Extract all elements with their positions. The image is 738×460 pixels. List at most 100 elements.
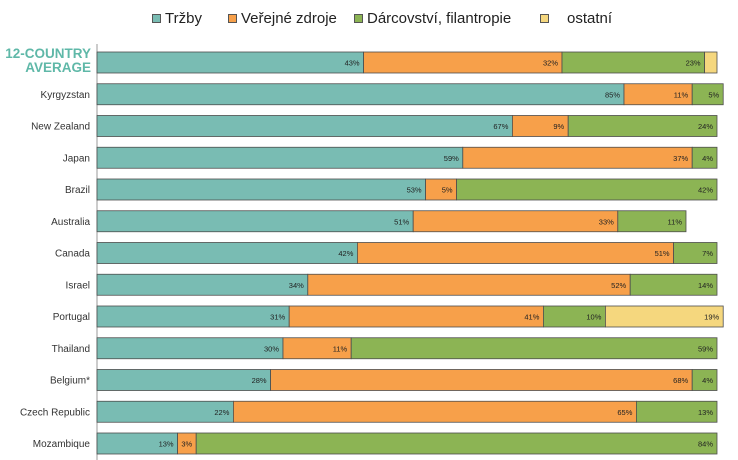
bar-segment <box>617 210 687 233</box>
data-label: 42% <box>338 249 353 258</box>
bar-segment <box>363 51 563 74</box>
bar-segment <box>412 210 619 233</box>
legend-label: Tržby <box>165 9 202 27</box>
bar-segment <box>691 369 718 391</box>
bar-segment <box>456 178 718 201</box>
legend-label: Veřejné zdroje <box>241 9 337 27</box>
data-label: 11% <box>674 90 689 99</box>
data-label: 4% <box>702 376 713 385</box>
data-label: 10% <box>586 313 601 322</box>
data-label: 51% <box>655 249 670 258</box>
data-label: 11% <box>668 217 683 226</box>
data-label: 59% <box>698 344 713 353</box>
bar-segment <box>691 83 724 106</box>
data-label: 43% <box>345 59 360 68</box>
data-label: 32% <box>543 59 558 68</box>
data-label: 59% <box>444 154 459 163</box>
legend-item: Tržby <box>152 6 202 30</box>
category-label: New Zealand <box>31 122 90 133</box>
legend-item: ostatní <box>540 6 612 30</box>
data-label: 23% <box>686 59 701 68</box>
legend-swatch <box>152 13 161 23</box>
data-label: 22% <box>214 408 229 417</box>
data-label: 5% <box>442 186 453 195</box>
bar-segment <box>462 146 693 169</box>
bar-segment <box>96 242 358 264</box>
data-label: 84% <box>698 440 713 449</box>
bar-segment <box>232 400 637 423</box>
category-label: Australia <box>51 217 90 228</box>
bar-segment <box>561 51 706 74</box>
bar-segment <box>96 273 309 296</box>
data-label: 24% <box>698 122 713 131</box>
legend-label: ostatní <box>567 9 613 27</box>
bar-segment <box>629 273 718 296</box>
data-label: 67% <box>493 122 508 131</box>
category-label: Canada <box>55 249 90 260</box>
data-label: 19% <box>704 313 719 322</box>
data-label: 14% <box>698 281 713 290</box>
bar-segment <box>307 273 631 296</box>
legend-label: Dárcovství, filantropie <box>367 9 512 27</box>
data-label: 11% <box>333 344 348 353</box>
data-label: 3% <box>181 440 192 449</box>
bar-segment <box>96 51 365 74</box>
data-label: 13% <box>159 440 174 449</box>
bar-segment <box>356 242 675 264</box>
bar-segment <box>96 115 513 137</box>
data-label: 9% <box>553 122 564 131</box>
data-label: 31% <box>270 313 285 322</box>
bar-segment <box>195 432 718 455</box>
legend-swatch <box>540 13 549 23</box>
data-label: 33% <box>599 217 614 226</box>
bar-segment <box>288 305 544 328</box>
data-label: 51% <box>394 217 409 226</box>
data-label: 37% <box>673 154 688 163</box>
data-label: 5% <box>708 90 719 99</box>
bar-segment <box>636 400 718 423</box>
data-label: 30% <box>264 344 279 353</box>
legend-item: Dárcovství, filantropie <box>354 6 511 30</box>
data-label: 85% <box>605 90 620 99</box>
category-label: Belgium* <box>50 376 90 387</box>
legend-swatch <box>228 13 237 23</box>
bar-segment <box>673 242 718 264</box>
data-label: 52% <box>611 281 626 290</box>
category-label: Thailand <box>52 344 90 355</box>
bar-segment <box>96 178 427 201</box>
legend: Tržby Veřejné zdroje Dárcovství, filantrop… <box>0 6 738 30</box>
data-label: 41% <box>524 313 539 322</box>
category-label: Brazil <box>65 185 90 196</box>
data-label: 28% <box>252 376 267 385</box>
category-label: 12-COUNTRY <box>5 46 91 61</box>
data-label: 42% <box>698 186 713 195</box>
category-label: Mozambique <box>33 439 91 450</box>
bar-segment <box>96 400 234 423</box>
category-label: Israel <box>66 280 90 291</box>
category-label: AVERAGE <box>25 60 91 75</box>
bar-segment <box>96 369 272 391</box>
bar-segment <box>704 51 718 74</box>
category-label: Kyrgyzstan <box>41 90 90 101</box>
category-label: Portugal <box>53 312 90 323</box>
bar-segment <box>691 146 718 169</box>
bar-segment <box>96 210 414 233</box>
category-label: Japan <box>63 153 90 164</box>
data-label: 34% <box>289 281 304 290</box>
bar-segment <box>96 83 625 106</box>
data-label: 7% <box>702 249 713 258</box>
data-label: 13% <box>698 408 713 417</box>
bar-segment <box>96 337 284 360</box>
data-label: 53% <box>407 186 422 195</box>
legend-item: Veřejné zdroje <box>228 6 337 30</box>
bar-segment <box>270 369 693 391</box>
bar-segment <box>605 305 724 328</box>
bar-segment <box>567 115 718 137</box>
data-label: 68% <box>673 376 688 385</box>
data-label: 4% <box>702 154 713 163</box>
category-label: Czech Republic <box>20 407 90 418</box>
legend-swatch <box>354 13 363 23</box>
data-label: 65% <box>617 408 632 417</box>
bar-segment <box>96 305 290 328</box>
